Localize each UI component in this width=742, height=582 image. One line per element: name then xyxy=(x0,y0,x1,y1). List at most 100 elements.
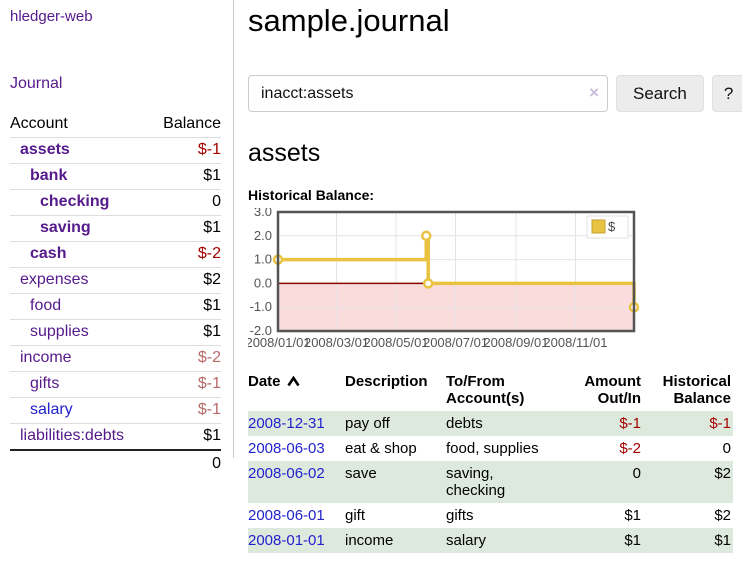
account-heading: assets xyxy=(248,139,321,167)
register-row: 2008-06-01 gift gifts $1 $2 xyxy=(248,503,733,528)
svg-text:2008/09/01: 2008/09/01 xyxy=(483,335,548,350)
accounts-header-account: Account xyxy=(10,115,68,132)
sort-ascending-icon[interactable] xyxy=(286,374,301,391)
register-header-accounts: To/From Account(s) xyxy=(446,373,525,407)
search-form: × Search ? xyxy=(248,75,742,112)
account-row: expenses $2 xyxy=(10,267,221,294)
legend-label: $ xyxy=(608,219,616,234)
data-point-marker xyxy=(422,278,434,289)
account-balance: $1 xyxy=(150,293,221,320)
register-header-date[interactable]: Date xyxy=(248,369,345,411)
account-link-assets[interactable]: assets xyxy=(20,141,70,158)
transaction-description: gift xyxy=(345,507,366,524)
main-content: sample.journal × Search ? assets Histori… xyxy=(234,0,742,553)
register-header-amount: Amount Out/In xyxy=(584,373,641,407)
register-row: 2008-06-03 eat & shop food, supplies $-2… xyxy=(248,436,733,461)
account-link-liabilities-debts[interactable]: liabilities:debts xyxy=(20,427,125,444)
transaction-accounts: salary xyxy=(446,532,487,549)
register-row: 2008-01-01 income salary $1 $1 xyxy=(248,528,733,553)
account-row: liabilities:debts $1 xyxy=(10,423,221,450)
account-link-food[interactable]: food xyxy=(30,297,62,314)
account-row: supplies $1 xyxy=(10,319,221,346)
date-header-label: Date xyxy=(248,373,281,390)
transaction-date-link[interactable]: 2008-06-03 xyxy=(248,440,325,457)
svg-text:-2.0: -2.0 xyxy=(250,323,272,338)
svg-text:-1.0: -1.0 xyxy=(250,299,272,314)
transaction-balance: $2 xyxy=(714,465,731,482)
account-link-bank[interactable]: bank xyxy=(30,167,68,184)
account-link-salary[interactable]: salary xyxy=(30,401,73,418)
transaction-date-link[interactable]: 2008-06-01 xyxy=(248,507,325,524)
svg-text:2008/03/01: 2008/03/01 xyxy=(304,335,369,350)
account-balance: $-1 xyxy=(150,371,221,398)
sidebar-item-journal[interactable]: Journal xyxy=(10,75,63,92)
chart-title: Historical Balance: xyxy=(248,187,375,203)
account-row: saving $1 xyxy=(10,215,221,242)
transaction-amount: $1 xyxy=(624,507,641,524)
account-row: salary $-1 xyxy=(10,397,221,424)
account-row: bank $1 xyxy=(10,163,221,190)
account-balance: $-2 xyxy=(150,241,221,268)
accounts-balance-table: Account Balance assets $-1 bank $1 check… xyxy=(10,112,221,477)
transaction-accounts: debts xyxy=(446,415,483,432)
account-link-supplies[interactable]: supplies xyxy=(30,323,89,340)
accounts-total-row: 0 xyxy=(10,449,221,477)
register-table: Date Description To/From Account(s) Amou… xyxy=(248,369,733,553)
account-row: income $-2 xyxy=(10,345,221,372)
svg-text:2008/11/01: 2008/11/01 xyxy=(543,335,607,350)
sidebar: hledger-web Journal Account Balance asse… xyxy=(0,0,234,477)
transaction-accounts: saving, checking xyxy=(446,465,506,499)
search-help-button[interactable]: ? xyxy=(711,75,742,112)
account-row: checking 0 xyxy=(10,189,221,216)
account-balance: $1 xyxy=(150,215,221,242)
account-balance: $1 xyxy=(150,163,221,190)
transaction-date-link[interactable]: 2008-12-31 xyxy=(248,415,325,432)
clear-search-icon[interactable]: × xyxy=(589,83,599,102)
transaction-accounts: gifts xyxy=(446,507,474,524)
svg-text:2008/01/01: 2008/01/01 xyxy=(248,335,311,350)
register-row: 2008-06-02 save saving, checking 0 $2 xyxy=(248,461,733,503)
transaction-balance: $1 xyxy=(714,532,731,549)
account-row: gifts $-1 xyxy=(10,371,221,398)
accounts-header-balance: Balance xyxy=(163,115,221,132)
account-link-gifts[interactable]: gifts xyxy=(30,375,60,392)
transaction-description: income xyxy=(345,532,394,549)
account-balance: $1 xyxy=(150,319,221,346)
register-row: 2008-12-31 pay off debts $-1 $-1 xyxy=(248,411,733,436)
transaction-date-link[interactable]: 2008-06-02 xyxy=(248,465,325,482)
account-balance: $1 xyxy=(150,423,221,450)
account-balance: $-1 xyxy=(150,137,221,164)
account-balance: 0 xyxy=(150,189,221,216)
transaction-balance: $-1 xyxy=(709,415,731,432)
transaction-description: eat & shop xyxy=(345,440,417,457)
search-button[interactable]: Search xyxy=(616,75,704,112)
transaction-amount: $1 xyxy=(624,532,641,549)
svg-text:2008/07/01: 2008/07/01 xyxy=(423,335,488,350)
transaction-description: save xyxy=(345,465,377,482)
svg-text:1.0: 1.0 xyxy=(254,252,272,267)
transaction-amount: $-1 xyxy=(619,415,641,432)
register-header-balance: Historical Balance xyxy=(662,373,731,407)
account-link-income[interactable]: income xyxy=(20,349,72,366)
account-link-cash[interactable]: cash xyxy=(30,245,67,262)
app-window: hledger-web Journal Account Balance asse… xyxy=(0,0,742,553)
legend-swatch xyxy=(591,219,606,234)
plot-border xyxy=(276,210,636,333)
account-link-checking[interactable]: checking xyxy=(40,193,110,210)
accounts-total-value: 0 xyxy=(150,449,221,477)
app-title-link[interactable]: hledger-web xyxy=(10,8,93,25)
account-row: cash $-2 xyxy=(10,241,221,268)
historical-balance-chart: $3.0 2.0 1.0 0.0 -1.0 -2.02008/01/012008/03/0… xyxy=(245,204,640,350)
account-balance: $-1 xyxy=(150,397,221,424)
transaction-accounts: food, supplies xyxy=(446,440,539,457)
search-input[interactable] xyxy=(248,75,608,112)
chart-container: $3.0 2.0 1.0 0.0 -1.0 -2.0 2008/01/01 2008/03/0… xyxy=(245,204,742,357)
transaction-description: pay off xyxy=(345,415,390,432)
transaction-amount: 0 xyxy=(632,465,641,482)
account-balance: $-2 xyxy=(150,345,221,372)
account-link-expenses[interactable]: expenses xyxy=(20,271,89,288)
account-row: food $1 xyxy=(10,293,221,320)
account-link-saving[interactable]: saving xyxy=(40,219,91,236)
account-balance: $2 xyxy=(150,267,221,294)
transaction-date-link[interactable]: 2008-01-01 xyxy=(248,532,325,549)
